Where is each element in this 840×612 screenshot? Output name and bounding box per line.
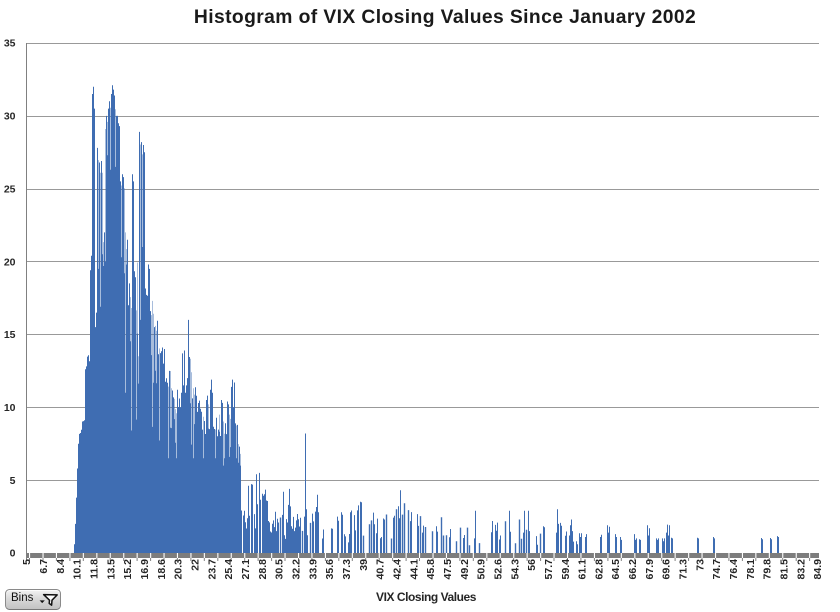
svg-text:33.9: 33.9	[307, 559, 319, 580]
svg-text:39: 39	[358, 559, 370, 571]
svg-text:32.2: 32.2	[291, 559, 303, 580]
svg-text:35.6: 35.6	[324, 559, 336, 580]
svg-text:15: 15	[4, 329, 16, 341]
svg-text:6.7: 6.7	[38, 559, 50, 574]
svg-text:74.7: 74.7	[711, 559, 723, 580]
svg-text:52.6: 52.6	[492, 559, 504, 580]
svg-text:13.5: 13.5	[105, 559, 117, 580]
svg-text:56: 56	[526, 559, 538, 571]
svg-text:30: 30	[4, 111, 16, 123]
svg-text:15.2: 15.2	[122, 559, 134, 580]
svg-text:62.8: 62.8	[593, 559, 605, 580]
svg-text:11.8: 11.8	[89, 559, 101, 579]
svg-text:78.1: 78.1	[745, 559, 757, 580]
svg-text:61.1: 61.1	[577, 559, 589, 580]
svg-text:5: 5	[10, 475, 16, 487]
svg-text:10: 10	[4, 402, 16, 414]
svg-text:30.5: 30.5	[274, 559, 286, 580]
svg-text:54.3: 54.3	[509, 559, 521, 580]
svg-text:57.7: 57.7	[543, 559, 555, 580]
svg-text:42.4: 42.4	[392, 559, 404, 580]
svg-text:20.3: 20.3	[173, 559, 185, 580]
svg-text:16.9: 16.9	[139, 559, 151, 580]
svg-text:66.2: 66.2	[627, 559, 639, 580]
svg-text:10.1: 10.1	[72, 559, 84, 580]
svg-text:25: 25	[4, 183, 16, 195]
svg-text:67.9: 67.9	[644, 559, 656, 580]
svg-text:25.4: 25.4	[223, 559, 235, 580]
svg-text:18.6: 18.6	[156, 559, 168, 580]
svg-text:64.5: 64.5	[610, 559, 622, 580]
svg-text:81.5: 81.5	[779, 559, 791, 580]
svg-text:Histogram of VIX Closing Value: Histogram of VIX Closing Values Since Ja…	[194, 7, 696, 28]
svg-text:27.1: 27.1	[240, 559, 252, 580]
svg-text:47.5: 47.5	[442, 559, 454, 580]
svg-text:50.9: 50.9	[476, 559, 488, 580]
svg-text:71.3: 71.3	[678, 559, 690, 580]
svg-text:79.8: 79.8	[762, 559, 774, 580]
svg-text:40.7: 40.7	[375, 559, 387, 580]
svg-text:83.2: 83.2	[795, 559, 807, 580]
svg-text:69.6: 69.6	[661, 559, 673, 580]
svg-text:28.8: 28.8	[257, 559, 269, 580]
svg-text:23.7: 23.7	[206, 559, 218, 580]
svg-text:49.2: 49.2	[459, 559, 471, 580]
svg-text:8.4: 8.4	[55, 559, 67, 574]
svg-text:22: 22	[190, 559, 202, 571]
svg-text:44.1: 44.1	[408, 559, 420, 580]
svg-text:20: 20	[4, 256, 16, 268]
svg-text:35: 35	[4, 38, 16, 50]
svg-text:VIX Closing Values: VIX Closing Values	[376, 590, 477, 604]
svg-text:0: 0	[10, 548, 16, 560]
svg-text:73: 73	[694, 559, 706, 571]
svg-text:59.4: 59.4	[560, 559, 572, 580]
svg-text:45.8: 45.8	[425, 559, 437, 580]
svg-text:84.9: 84.9	[812, 559, 824, 580]
svg-text:5: 5	[21, 559, 33, 565]
svg-text:76.4: 76.4	[728, 559, 740, 580]
svg-text:37.3: 37.3	[341, 559, 353, 580]
